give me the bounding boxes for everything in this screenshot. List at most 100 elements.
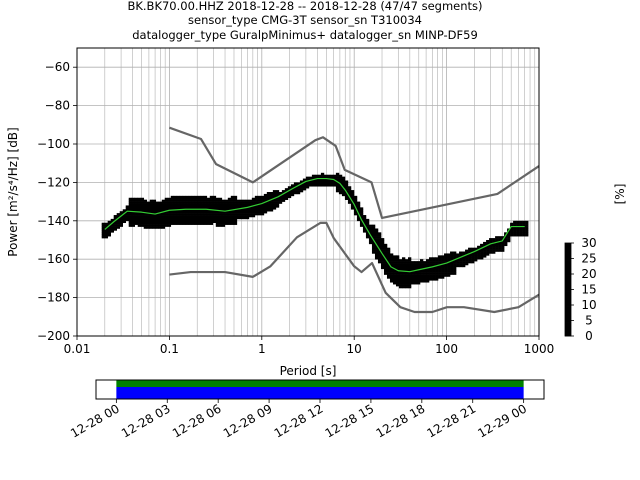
heatmap-cell [365, 218, 370, 222]
heatmap-cell [230, 197, 235, 200]
heatmap-cell [314, 182, 319, 185]
heatmap-cell [218, 199, 223, 202]
heatmap-cell [471, 249, 475, 252]
heatmap-cell [420, 263, 424, 266]
heatmap-cell [233, 203, 238, 206]
heatmap-cell [410, 263, 415, 266]
heatmap-cell [492, 245, 496, 248]
heatmap-cell [224, 220, 229, 224]
heatmap-cell [435, 257, 439, 260]
colorbar-step [565, 243, 571, 245]
heatmap-cell [410, 261, 415, 264]
heatmap-cell [230, 199, 235, 202]
heatmap-cell [417, 261, 421, 264]
heatmap-cell [513, 232, 517, 235]
heatmap-cell [152, 209, 157, 212]
heatmap-cell [119, 222, 124, 225]
heatmap-cell [389, 276, 394, 279]
heatmap-cell [383, 264, 388, 268]
heatmap-cell [275, 201, 280, 204]
heatmap-cell [510, 228, 514, 231]
heatmap-cell [155, 220, 160, 224]
heatmap-cell [510, 222, 514, 225]
colorbar-step [565, 284, 571, 287]
heatmap-cell [203, 201, 208, 204]
heatmap-cell [128, 220, 133, 224]
heatmap-cell [206, 201, 211, 204]
x-axis-label: Period [s] [280, 364, 337, 378]
heatmap-cell [104, 236, 108, 239]
heatmap-cell [233, 197, 238, 200]
heatmap-cell [516, 234, 520, 237]
heatmap-cell [407, 261, 412, 264]
heatmap-cell [450, 257, 454, 260]
heatmap-cell [197, 220, 202, 224]
heatmap-cell [407, 276, 412, 279]
heatmap-cell [167, 216, 172, 220]
heatmap-cell [284, 193, 289, 197]
heatmap-cell [413, 272, 418, 275]
heatmap-cell [293, 184, 298, 187]
heatmap-cell [374, 228, 379, 231]
heatmap-cell [137, 224, 142, 227]
heatmap-cell [522, 220, 526, 224]
heatmap-cell [164, 205, 169, 208]
heatmap-cell [420, 266, 424, 270]
heatmap-cell [389, 257, 394, 260]
colorbar-step [565, 258, 571, 261]
heatmap-cell [149, 209, 154, 212]
heatmap-cell [182, 213, 187, 216]
heatmap-cell [302, 178, 307, 181]
heatmap-cell [209, 201, 214, 204]
heatmap-cell [513, 228, 517, 231]
heatmap-cell [194, 222, 199, 225]
y-axis-ticks: −200 −180 −160 −140 −120 −100 −80 −60 [37, 60, 77, 343]
heatmap-cell [395, 276, 400, 279]
heatmap-cell [161, 199, 166, 202]
heatmap-cell [347, 188, 352, 191]
heatmap-cell [344, 180, 349, 183]
heatmap-cell [365, 226, 370, 229]
heatmap-cell [450, 251, 454, 254]
heatmap-cell [468, 259, 472, 262]
heatmap-cell [149, 207, 154, 210]
heatmap-cell [260, 213, 265, 216]
heatmap-cell [152, 205, 157, 208]
heatmap-cell [429, 259, 433, 262]
heatmap-cell [260, 207, 265, 210]
heatmap-cell [320, 180, 325, 183]
heatmap-cell [401, 276, 406, 279]
heatmap-cell [233, 222, 238, 225]
heatmap-cell [441, 270, 445, 273]
heatmap-cell [122, 211, 127, 214]
heatmap-cell [134, 197, 139, 200]
heatmap-cell [137, 215, 142, 218]
heatmap-cell [525, 230, 529, 233]
heatmap-cell [353, 199, 358, 202]
heatmap-cell [362, 228, 367, 231]
heatmap-cell [380, 241, 385, 245]
heatmap-cell [362, 215, 367, 218]
heatmap-cell [407, 259, 412, 262]
heatmap-cell [140, 197, 145, 200]
heatmap-cell [218, 220, 223, 224]
heatmap-cell [161, 218, 166, 222]
heatmap-cell [444, 270, 448, 273]
heatmap-cell [359, 216, 364, 220]
heatmap-cell [522, 234, 526, 237]
heatmap-cell [510, 230, 514, 233]
heatmap-cell [426, 261, 430, 264]
heatmap-cell [438, 274, 442, 277]
heatmap-cell [383, 272, 388, 275]
heatmap-cell [459, 253, 463, 256]
x-axis-ticks: 0.01 0.1 1 10 100 1000 [64, 336, 554, 356]
heatmap-cell [137, 203, 142, 206]
heatmap-cell [245, 209, 250, 212]
heatmap-cell [179, 222, 184, 225]
heatmap-cell [326, 182, 331, 185]
heatmap-cell [107, 230, 111, 233]
colorbar-step [565, 263, 571, 266]
heatmap-cell [438, 266, 442, 270]
colorbar-step [565, 270, 571, 273]
heatmap-cell [314, 176, 319, 179]
